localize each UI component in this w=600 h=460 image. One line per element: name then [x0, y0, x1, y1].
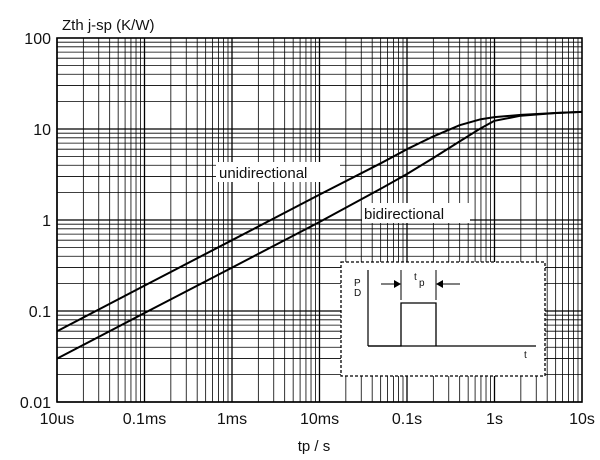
- x-tick-label: 1ms: [217, 411, 247, 428]
- series-label-unidirectional: unidirectional: [219, 165, 307, 182]
- x-axis-title: tp / s: [298, 438, 331, 455]
- label-backing-unidirectional: [216, 162, 340, 182]
- inset-frame: [340, 261, 546, 377]
- x-tick-label: 10us: [40, 411, 75, 428]
- label-backing-bidirectional: [362, 203, 470, 223]
- inset-y-label-bottom: D: [354, 288, 361, 299]
- x-tick-label: 10s: [569, 411, 595, 428]
- plot-frame: [56, 37, 583, 403]
- y-tick-label: 1: [42, 213, 51, 230]
- inset-y-label-top: P: [354, 278, 361, 289]
- inset-pulse: [368, 302, 437, 347]
- tick-labels: 10us 0.1ms 1ms 10ms 0.1s 1s 10s 0.01 0.1 1 10 100: [20, 31, 595, 428]
- inset-arrow-left-head: [394, 280, 401, 288]
- inset-pulse-label-sub: p: [419, 278, 425, 289]
- y-tick-label: 10: [33, 122, 51, 139]
- x-tick-label: 0.1s: [392, 411, 422, 428]
- y-tick-label: 0.1: [29, 304, 51, 321]
- series-layer: [56, 110, 583, 360]
- x-tick-label: 1s: [486, 411, 503, 428]
- inset-pulse-label-main: t: [414, 272, 417, 283]
- pulse-inset: P D t p t: [340, 261, 546, 377]
- inset-x-label: t: [524, 350, 527, 361]
- x-tick-label: 10ms: [300, 411, 339, 428]
- y-tick-label: 100: [24, 31, 51, 48]
- inset-arrow-right-head: [436, 280, 443, 288]
- y-tick-label: 0.01: [20, 395, 51, 412]
- series-label-bidirectional: bidirectional: [364, 206, 444, 223]
- x-tick-label: 0.1ms: [123, 411, 167, 428]
- y-axis-title: Zth j-sp (K/W): [62, 17, 155, 34]
- series-line-bidirectional: [56, 110, 583, 360]
